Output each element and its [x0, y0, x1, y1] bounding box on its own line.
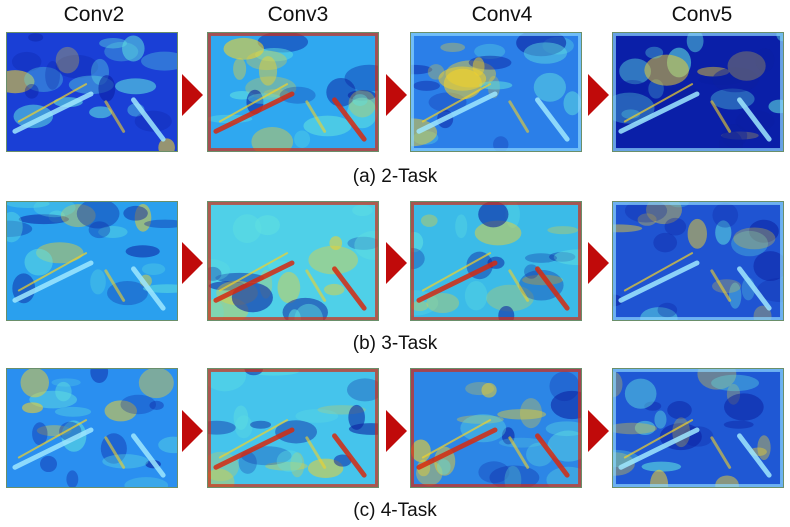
heatmap-texture [613, 202, 783, 320]
heatmap-texture [7, 33, 177, 151]
heatmap-texture [613, 369, 783, 487]
arrow-b-1 [182, 242, 203, 284]
heatmap-c-conv3 [207, 368, 379, 488]
heatmap-b-conv5 [612, 201, 784, 321]
column-header-conv5: Conv5 [671, 3, 733, 26]
heatmap-a-conv5 [612, 32, 784, 152]
heatmap-c-conv4 [410, 368, 582, 488]
arrow-c-3 [588, 410, 609, 452]
heatmap-texture [208, 202, 378, 320]
heatmap-b-conv4 [410, 201, 582, 321]
heatmap-texture [411, 202, 581, 320]
heatmap-a-conv2 [6, 32, 178, 152]
row-caption-b: (b) 3-Task [352, 333, 438, 354]
arrow-c-1 [182, 410, 203, 452]
heatmap-texture [7, 202, 177, 311]
arrow-a-1 [182, 74, 203, 116]
column-header-conv3: Conv3 [267, 3, 329, 26]
arrow-c-2 [386, 410, 407, 452]
heatmap-texture [411, 369, 581, 487]
arrow-b-2 [386, 242, 407, 284]
row-caption-a: (a) 2-Task [352, 166, 438, 187]
arrow-a-2 [386, 74, 407, 116]
heatmap-texture [12, 369, 177, 487]
heatmap-b-conv3 [207, 201, 379, 321]
heatmap-texture [613, 33, 783, 151]
heatmap-c-conv5 [612, 368, 784, 488]
arrow-b-3 [588, 242, 609, 284]
heatmap-c-conv2 [6, 368, 178, 488]
heatmap-b-conv2 [6, 201, 178, 321]
heatmap-texture [411, 33, 581, 151]
row-caption-c: (c) 4-Task [353, 500, 437, 521]
heatmap-a-conv4 [410, 32, 582, 152]
arrow-a-3 [588, 74, 609, 116]
heatmap-texture [208, 369, 378, 487]
column-header-conv4: Conv4 [471, 3, 533, 26]
heatmap-texture [208, 33, 378, 151]
heatmap-a-conv3 [207, 32, 379, 152]
column-header-conv2: Conv2 [63, 3, 125, 26]
